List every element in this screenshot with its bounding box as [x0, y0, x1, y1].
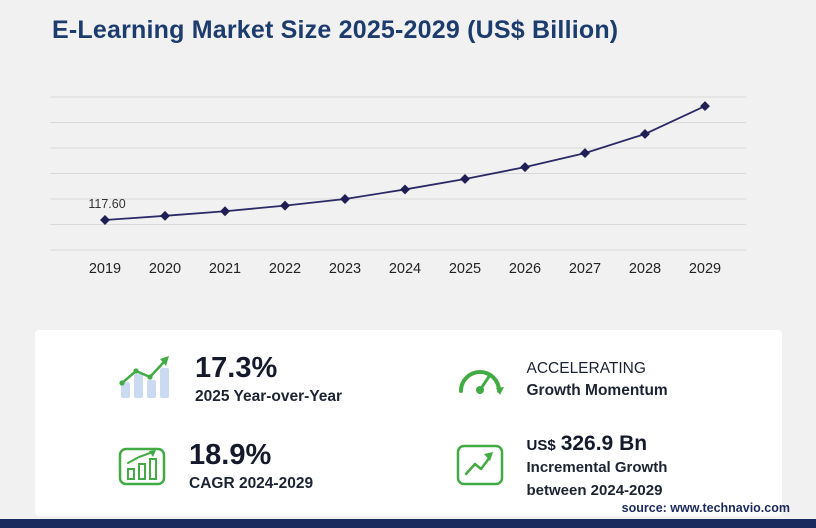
x-axis-label: 2029	[689, 261, 721, 277]
source-credit: source: www.technavio.com	[621, 501, 790, 515]
data-point-marker	[160, 210, 170, 221]
data-point-marker	[700, 101, 710, 112]
stat-momentum: ACCELERATING Growth Momentum	[409, 336, 783, 423]
x-axis-label: 2024	[389, 261, 421, 277]
cagr-value: 18.9%	[189, 439, 272, 472]
yoy-label: 2025 Year-over-Year	[195, 387, 343, 405]
x-axis-label: 2023	[329, 261, 361, 277]
stat-yoy: 17.3% 2025 Year-over-Year	[35, 336, 409, 423]
first-point-label: 117.60	[88, 197, 125, 211]
line-series	[104, 105, 706, 221]
data-point-marker	[400, 184, 410, 195]
chart-area: 117.60 2019 2020 2021 2022 2023 2024 2025 2026 20…	[50, 85, 750, 288]
page-title: E-Learning Market Size 2025-2029 (US$ Bi…	[52, 16, 619, 44]
data-point-marker	[340, 194, 350, 204]
x-axis-label: 2022	[269, 261, 301, 277]
stat-incremental: US$ 326.9 Bn Incremental Growth between 2…	[409, 423, 783, 510]
data-point-marker	[280, 200, 290, 211]
yoy-value: 17.3%	[195, 352, 278, 385]
momentum-line2: Growth Momentum	[526, 381, 668, 399]
speedometer-icon	[455, 357, 505, 402]
momentum-line1: ACCELERATING	[526, 359, 646, 377]
x-axis-label: 2027	[569, 261, 601, 277]
data-point-marker	[520, 162, 530, 173]
data-point-marker	[100, 215, 110, 225]
x-axis-label: 2021	[209, 261, 241, 277]
stats-card: 17.3% 2025 Year-over-Year ACCELERATING G…	[35, 330, 782, 516]
incremental-value-row: US$ 326.9 Bn	[527, 432, 668, 456]
bottom-accent-bar	[0, 519, 816, 528]
bar-growth-icon	[117, 354, 173, 405]
x-axis-label: 2019	[89, 261, 121, 277]
incremental-value: 326.9 Bn	[560, 432, 648, 456]
incremental-growth-icon	[455, 441, 505, 492]
cagr-chart-icon	[117, 441, 167, 492]
cagr-label: CAGR 2024-2029	[189, 474, 314, 492]
x-axis-label: 2028	[629, 261, 661, 277]
x-axis-label: 2020	[149, 261, 181, 277]
incremental-line2: between 2024-2029	[526, 481, 663, 499]
stat-cagr: 18.9% CAGR 2024-2029	[35, 423, 409, 510]
x-axis-label: 2025	[449, 261, 481, 277]
x-axis-label: 2026	[509, 261, 541, 277]
incremental-currency: US$	[526, 437, 556, 455]
data-point-marker	[580, 148, 590, 159]
incremental-line1: Incremental Growth	[526, 459, 668, 477]
market-size-line-chart: 117.60 2019 2020 2021 2022 2023 2024 2025 2026 20…	[50, 96, 746, 277]
data-point-marker	[220, 206, 230, 217]
data-point-marker	[460, 174, 470, 184]
data-point-marker	[640, 129, 650, 139]
